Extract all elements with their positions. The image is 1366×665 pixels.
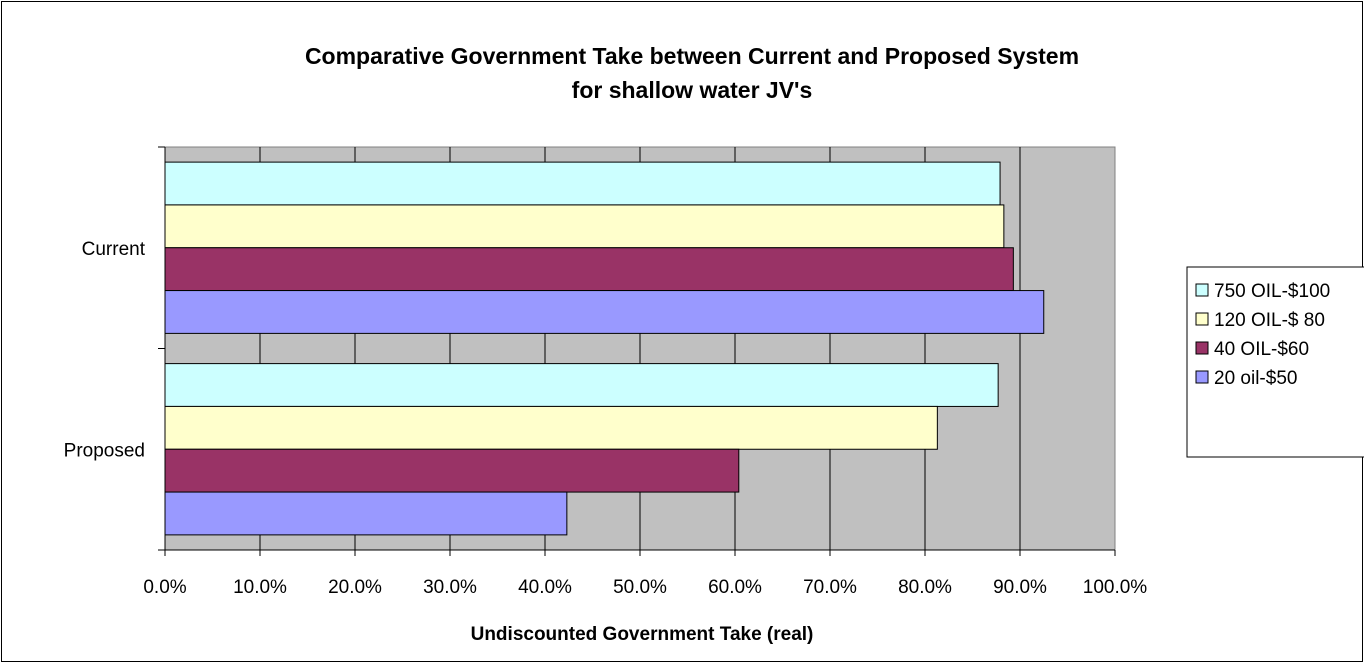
category-labels: Current Proposed	[64, 239, 146, 462]
bar-current-2	[164, 247, 1014, 292]
legend-label: 40 OIL-$60	[1214, 339, 1309, 360]
x-tick-label: 60.0%	[708, 577, 762, 598]
x-tick-label: 100.0%	[1083, 577, 1148, 598]
legend-swatch	[1195, 341, 1209, 355]
chart-title-line-1: Comparative Government Take between Curr…	[305, 43, 1079, 69]
legend-swatch	[1195, 312, 1209, 326]
x-tick-label: 70.0%	[803, 577, 857, 598]
bars	[164, 161, 1045, 536]
legend-swatch	[1195, 370, 1209, 384]
x-tick-label: 30.0%	[423, 577, 477, 598]
legend-label: 750 OIL-$100	[1214, 281, 1330, 302]
chart-title-line-2: for shallow water JV's	[572, 77, 813, 103]
legend: 750 OIL-$100 120 OIL-$ 80 40 OIL-$60 20 oil…	[1186, 266, 1364, 458]
x-tick-label: 0.0%	[143, 577, 186, 598]
x-tick-labels: 0.0% 10.0% 20.0% 30.0% 40.0% 50.0% 60.0% 70.0% 8…	[143, 577, 1147, 598]
x-tick-label: 40.0%	[518, 577, 572, 598]
x-tick-label: 90.0%	[993, 577, 1047, 598]
legend-box	[1186, 266, 1364, 458]
axes	[158, 146, 1116, 556]
bar-current-1	[164, 204, 1005, 249]
bar-proposed-3	[164, 491, 568, 536]
x-tick-label: 50.0%	[613, 577, 667, 598]
category-label: Current	[82, 239, 146, 260]
legend-swatch	[1195, 283, 1209, 297]
x-tick-label: 20.0%	[328, 577, 382, 598]
bar-proposed-0	[164, 363, 999, 407]
x-axis-title: Undiscounted Government Take (real)	[471, 624, 814, 645]
bar-current-3	[164, 290, 1045, 334]
bar-proposed-2	[164, 448, 740, 493]
category-label: Proposed	[64, 440, 145, 461]
bar-current-0	[164, 161, 1001, 206]
legend-label: 120 OIL-$ 80	[1214, 310, 1325, 331]
x-tick-label: 10.0%	[233, 577, 287, 598]
legend-label: 20 oil-$50	[1214, 368, 1297, 389]
bar-proposed-1	[164, 405, 938, 450]
x-tick-label: 80.0%	[898, 577, 952, 598]
